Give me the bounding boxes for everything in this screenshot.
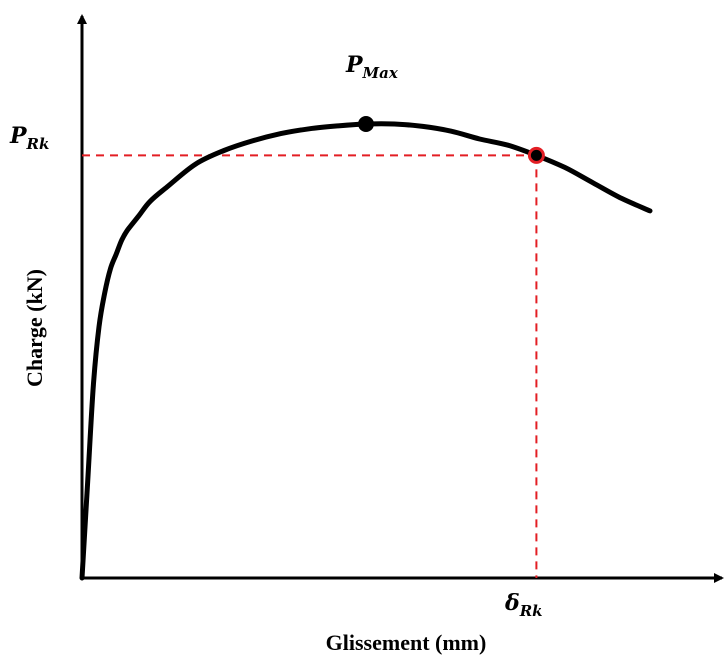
prk-label: PRk [9,123,49,153]
x-axis-label: Glissement (mm) [326,630,487,655]
load-slip-curve [79,121,653,581]
pmax-label-main: P [345,52,364,78]
y-axis-label: Charge (kN) [22,269,47,387]
rk-point [527,146,545,164]
drk-label: δRk [504,590,543,620]
drk-label-main: δ [504,590,520,616]
pmax-label-sub: Max [362,64,399,82]
pmax-label: PMax [345,52,399,82]
prk-label-sub: Rk [26,135,50,153]
prk-label-main: P [9,123,28,149]
drk-label-sub: Rk [519,602,543,620]
pmax-point [358,115,374,132]
